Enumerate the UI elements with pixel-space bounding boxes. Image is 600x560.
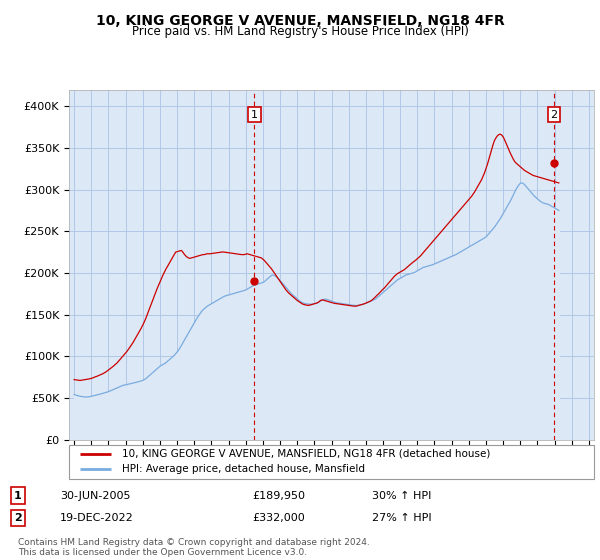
Text: £189,950: £189,950: [252, 491, 305, 501]
Text: £332,000: £332,000: [252, 513, 305, 523]
Text: HPI: Average price, detached house, Mansfield: HPI: Average price, detached house, Mans…: [121, 464, 365, 474]
Text: 19-DEC-2022: 19-DEC-2022: [60, 513, 134, 523]
Text: 27% ↑ HPI: 27% ↑ HPI: [372, 513, 431, 523]
Text: 2: 2: [550, 110, 557, 120]
FancyBboxPatch shape: [69, 445, 594, 479]
Text: 1: 1: [251, 110, 258, 120]
Text: 2: 2: [14, 513, 22, 523]
Text: 10, KING GEORGE V AVENUE, MANSFIELD, NG18 4FR (detached house): 10, KING GEORGE V AVENUE, MANSFIELD, NG1…: [121, 449, 490, 459]
Text: 30% ↑ HPI: 30% ↑ HPI: [372, 491, 431, 501]
Text: 1: 1: [14, 491, 22, 501]
Text: Contains HM Land Registry data © Crown copyright and database right 2024.
This d: Contains HM Land Registry data © Crown c…: [18, 538, 370, 557]
Text: 30-JUN-2005: 30-JUN-2005: [60, 491, 131, 501]
Text: 10, KING GEORGE V AVENUE, MANSFIELD, NG18 4FR: 10, KING GEORGE V AVENUE, MANSFIELD, NG1…: [95, 14, 505, 28]
Text: Price paid vs. HM Land Registry's House Price Index (HPI): Price paid vs. HM Land Registry's House …: [131, 25, 469, 38]
